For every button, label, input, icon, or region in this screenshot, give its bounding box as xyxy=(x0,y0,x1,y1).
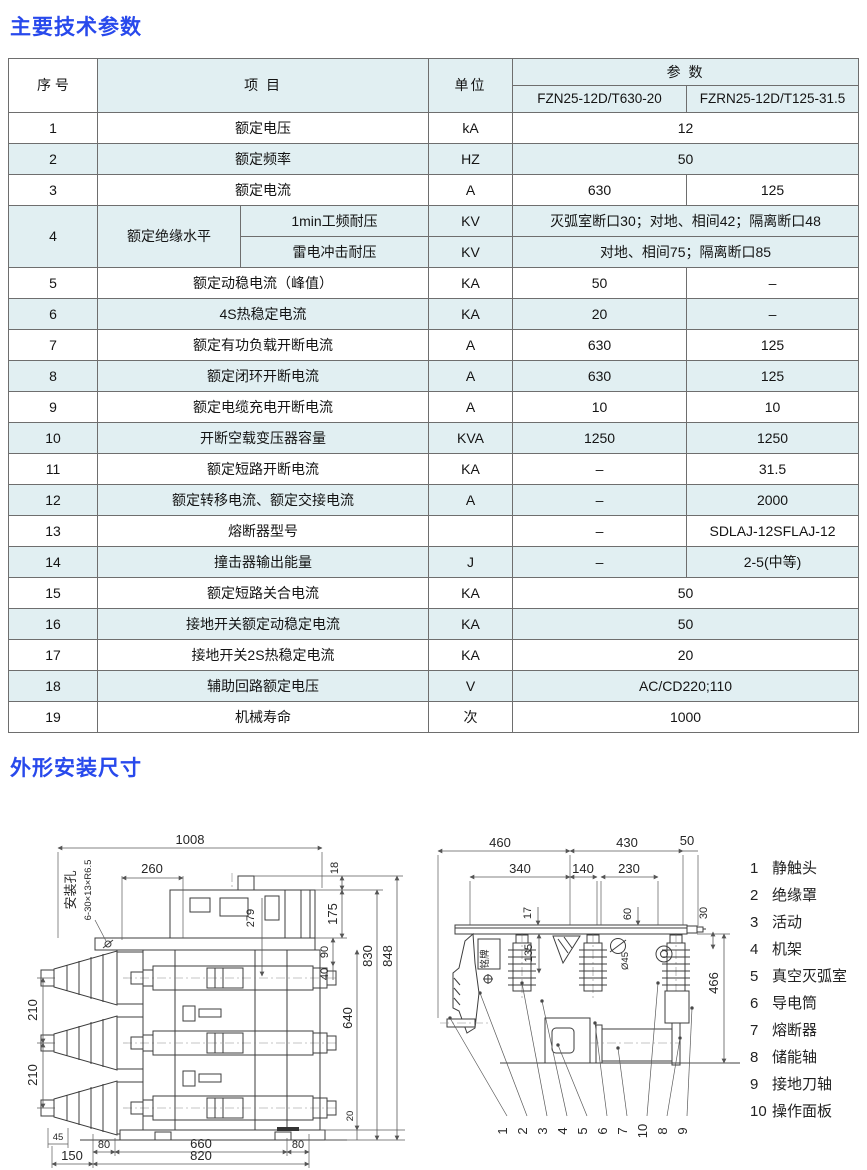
callout-1: 1 xyxy=(495,1127,510,1134)
side-view-dimensions: 460 430 50 340 140 230 17 135 60 Ø45 30 xyxy=(437,833,730,1064)
callout-5: 5 xyxy=(575,1127,590,1134)
callout-3: 3 xyxy=(535,1127,550,1134)
dim-640: 640 xyxy=(340,1007,355,1029)
table-row: 19 机械寿命 次 1000 xyxy=(8,701,860,733)
table-row: 8 额定闭环开断电流 A 630 125 xyxy=(8,360,860,392)
dim-45-diameter: Ø45 xyxy=(620,952,631,970)
dim-430: 430 xyxy=(616,835,638,850)
legend-item: 10 操作面板 xyxy=(750,1103,833,1120)
dim-50: 50 xyxy=(680,833,694,848)
callout-9: 9 xyxy=(675,1127,690,1134)
header-model-2: FZRN25-12D/T125-31.5 xyxy=(686,85,860,113)
mount-hole-note: 6-30×13×R6.5 xyxy=(83,860,94,921)
legend-item: 4 机架 xyxy=(750,941,803,958)
switch-side-geometry xyxy=(440,924,740,1066)
dim-848: 848 xyxy=(380,945,395,967)
dim-90: 90 xyxy=(319,946,331,958)
dim-45: 45 xyxy=(53,1132,64,1143)
header-param: 参 数 xyxy=(512,58,860,86)
legend-item: 9 接地刀轴 xyxy=(750,1076,833,1093)
dim-230: 230 xyxy=(618,861,640,876)
table-row: 11 额定短路开断电流 KA – 31.5 xyxy=(8,453,860,485)
table-row: 16 接地开关额定动稳定电流 KA 50 xyxy=(8,608,860,640)
section-title-dimensions: 外形安装尺寸 xyxy=(10,757,142,780)
dim-30: 30 xyxy=(698,907,710,919)
table-row: 10 开断空载变压器容量 KVA 1250 1250 xyxy=(8,422,860,454)
callout-6: 6 xyxy=(595,1127,610,1134)
dim-60: 60 xyxy=(622,908,634,920)
table-row: 18 辅助回路额定电压 V AC/CD220;110 xyxy=(8,670,860,702)
section-title-parameters: 主要技术参数 xyxy=(10,16,142,39)
nameplate-label: 铭牌 xyxy=(479,949,491,969)
dim-80-left: 80 xyxy=(98,1139,110,1151)
legend-item: 2 绝缘罩 xyxy=(750,887,818,904)
side-view-drawing: 460 430 50 340 140 230 17 135 60 Ø45 30 xyxy=(437,833,740,1138)
part-callouts: 1 2 3 4 5 6 7 10 8 9 xyxy=(448,981,694,1138)
legend-item: 5 真空灭弧室 xyxy=(750,968,848,985)
table-row: 9 额定电缆充电开断电流 A 10 10 xyxy=(8,391,860,423)
dim-150: 150 xyxy=(61,1148,83,1163)
header-unit: 单位 xyxy=(428,58,514,113)
dim-660: 660 xyxy=(190,1136,212,1151)
legend-item: 6 导电筒 xyxy=(750,995,818,1012)
legend-item: 8 储能轴 xyxy=(750,1049,818,1066)
front-view-drawing: 1008 260 安装孔 6-30×13×R6.5 18 175 90 40 2… xyxy=(25,832,405,1168)
dim-1008: 1008 xyxy=(176,832,205,847)
dim-279: 279 xyxy=(245,909,257,927)
table-row: 12 额定转移电流、额定交接电流 A – 2000 xyxy=(8,484,860,516)
dim-460: 460 xyxy=(489,835,511,850)
dim-175: 175 xyxy=(325,903,340,925)
dim-466: 466 xyxy=(706,972,721,994)
header-no: 序 号 xyxy=(8,58,98,113)
callout-7: 7 xyxy=(615,1127,630,1134)
dim-820: 820 xyxy=(190,1148,212,1163)
dim-18: 18 xyxy=(329,862,341,874)
dim-210-lower: 210 xyxy=(25,1064,40,1086)
callout-2: 2 xyxy=(515,1127,530,1134)
table-row: 14 撞击器输出能量 J – 2-5(中等) xyxy=(8,546,860,578)
dim-17: 17 xyxy=(522,907,534,919)
table-row: 15 额定短路关合电流 KA 50 xyxy=(8,577,860,609)
table-subheader-row: FZN25-12D/T630-20 FZRN25-12D/T125-31.5 xyxy=(9,85,860,113)
table-row: 13 熔断器型号 – SDLAJ-12SFLAJ-12 xyxy=(8,515,860,547)
dim-830: 830 xyxy=(360,945,375,967)
table-row: 7 额定有功负载开断电流 A 630 125 xyxy=(8,329,860,361)
header-item: 项 目 xyxy=(96,58,430,113)
table-row: 1 额定电压 kA 12 xyxy=(8,112,860,144)
table-header-row: 序 号 项 目 单位 参 数 xyxy=(8,58,860,113)
callout-8: 8 xyxy=(655,1127,670,1134)
mount-hole-label: 安装孔 xyxy=(63,870,78,909)
table-row: 5 额定动稳电流（峰值） KA 50 – xyxy=(8,267,860,299)
dim-260: 260 xyxy=(141,861,163,876)
parameters-table: 序 号 项 目 单位 参 数 FZN25-12D/T630-20 FZRN25-… xyxy=(8,58,860,733)
parts-legend: 1 静触头 2 绝缘罩 3 活动 4 机架 5 真空灭弧室 6 导电筒 7 熔断器 8 储能轴 … xyxy=(750,855,847,1125)
dim-80-right: 80 xyxy=(292,1139,304,1151)
table-row: 雷电冲击耐压 KV 对地、相间75；隔离断口85 xyxy=(9,236,860,268)
dim-210-upper: 210 xyxy=(25,999,40,1021)
table-row: 6 4S热稳定电流 KA 20 – xyxy=(8,298,860,330)
table-row: 17 接地开关2S热稳定电流 KA 20 xyxy=(8,639,860,671)
dim-135: 135 xyxy=(523,944,535,962)
dim-20: 20 xyxy=(345,1111,356,1122)
front-view-dimensions: 1008 260 安装孔 6-30×13×R6.5 18 175 90 40 2… xyxy=(25,832,405,1168)
dim-340: 340 xyxy=(509,861,531,876)
table-row: 2 额定频率 HZ 50 xyxy=(8,143,860,175)
dim-140: 140 xyxy=(572,861,594,876)
legend-item: 1 静触头 xyxy=(750,860,818,877)
callout-4: 4 xyxy=(555,1127,570,1134)
table-row: 3 额定电流 A 630 125 xyxy=(8,174,860,206)
legend-item: 7 熔断器 xyxy=(750,1022,818,1039)
table-row: 4 额定绝缘水平 1min工频耐压 KV 灭弧室断口30；对地、相间42；隔离断… xyxy=(8,205,860,268)
legend-item: 3 活动 xyxy=(750,914,803,931)
callout-10: 10 xyxy=(635,1124,650,1138)
dim-40: 40 xyxy=(319,968,331,980)
switch-front-geometry xyxy=(40,873,347,1141)
header-model-1: FZN25-12D/T630-20 xyxy=(512,85,688,113)
